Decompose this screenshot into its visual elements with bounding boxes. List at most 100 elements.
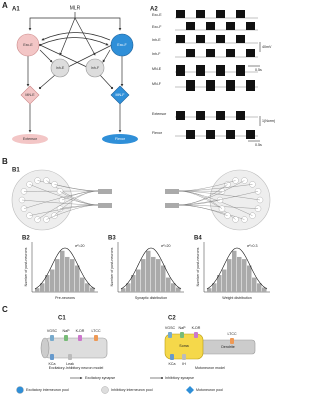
- scale-label: 0.5s: [255, 68, 262, 72]
- trace-label: Inh-E: [152, 38, 161, 42]
- channel: [182, 354, 186, 360]
- panel-label: B1: [12, 168, 20, 174]
- burst: [176, 35, 185, 43]
- burst: [246, 22, 255, 30]
- legend-label: Excitatory synapse: [85, 376, 115, 380]
- burst: [236, 10, 245, 18]
- channel: [50, 335, 54, 341]
- hist-bar: [257, 283, 262, 292]
- burst: [236, 65, 245, 76]
- channel-label: LTCC: [227, 332, 237, 336]
- scale-label: 0.5s: [255, 143, 262, 147]
- hist-bar: [247, 266, 252, 292]
- pool-icon: [17, 387, 24, 394]
- node-label: Exc-F: [117, 43, 127, 47]
- hist-bar: [156, 259, 161, 292]
- trace-label: Flexor: [152, 131, 163, 135]
- hist-bar: [60, 251, 65, 292]
- channel-label: K-DR: [76, 329, 85, 333]
- channel: [50, 354, 54, 360]
- channel: [78, 335, 82, 341]
- x-axis-label: Pre-neurons: [55, 296, 75, 300]
- trace-label: MN-F: [152, 82, 162, 86]
- soma-label: Soma: [179, 344, 188, 348]
- page: {"panel_labels": {"a": "A", "a1": "A1", …: [0, 0, 281, 400]
- hist-bar: [80, 278, 85, 292]
- burst: [216, 35, 225, 43]
- channel: [64, 335, 68, 341]
- panel-label: C: [2, 305, 8, 314]
- burst: [236, 35, 245, 43]
- channel-label: K-DR: [192, 326, 201, 330]
- channel: [180, 332, 184, 338]
- node-label: Inh-F: [91, 66, 100, 70]
- channel-label: KCa: [169, 362, 176, 366]
- c1-caption: Excitatory-Inhibitory neuron model: [49, 366, 104, 370]
- burst: [216, 10, 225, 18]
- hist-bar: [237, 257, 242, 292]
- panel-label: B2: [22, 236, 30, 242]
- hist-bar: [75, 266, 80, 292]
- trace-label: Extensor: [152, 112, 167, 116]
- node-label: Inh-E: [56, 66, 65, 70]
- channel-label: NaP: [63, 329, 71, 333]
- channel-label: VGSC: [165, 326, 176, 330]
- hist-bar: [50, 270, 55, 292]
- c2-caption: Motoneuron model: [195, 366, 225, 370]
- legend-label: Inhibitory interneuron pool: [111, 388, 153, 392]
- hist-bar: [151, 257, 156, 292]
- burst: [206, 80, 215, 91]
- hist-bar: [171, 283, 176, 292]
- pool-icon: [186, 386, 194, 394]
- y-axis-label: Number of post-neurons: [24, 247, 28, 286]
- channel-label: Leak: [66, 362, 74, 366]
- burst: [216, 65, 225, 76]
- burst: [176, 10, 185, 18]
- burst: [186, 130, 195, 139]
- burst: [226, 22, 235, 30]
- burst: [196, 35, 205, 43]
- pool-icon: [102, 387, 109, 394]
- panel-label: A2: [150, 7, 158, 13]
- mlr-label: MLR: [70, 5, 81, 11]
- burst: [186, 80, 195, 91]
- hist-bar: [85, 283, 90, 292]
- burst: [196, 111, 205, 120]
- burst: [226, 49, 235, 57]
- burst: [246, 80, 255, 91]
- panel-label: A: [2, 1, 8, 10]
- panel-label: A1: [12, 7, 20, 13]
- channel-label: IH: [182, 362, 186, 366]
- muscle-label: Extensor: [23, 137, 38, 141]
- burst: [216, 111, 225, 120]
- burst: [236, 111, 245, 120]
- hist-bar: [161, 266, 166, 292]
- burst: [206, 130, 215, 139]
- burst: [226, 80, 235, 91]
- burst: [206, 49, 215, 57]
- hist-bar: [232, 251, 237, 292]
- channel-label: VGSC: [47, 329, 58, 333]
- burst: [246, 49, 255, 57]
- channel-label: KCa: [49, 362, 56, 366]
- trace-label: Inh-F: [152, 52, 161, 56]
- channel: [168, 332, 172, 338]
- legend-label: Motoneuron pool: [196, 388, 223, 392]
- y-axis-label: Number of post-neurons: [196, 247, 200, 286]
- hist-bar: [55, 259, 60, 292]
- variance-label: σ²=0.3: [247, 244, 258, 248]
- hist-bar: [252, 278, 257, 292]
- channel: [94, 335, 98, 341]
- hist-bar: [227, 259, 232, 292]
- hist-bar: [166, 278, 171, 292]
- trace-label: MN-E: [152, 67, 162, 71]
- scale-label: 40mV: [262, 45, 272, 49]
- channel-label: NaP: [179, 326, 187, 330]
- hist-bar: [136, 270, 141, 292]
- x-axis-label: Synaptic distribution: [135, 296, 167, 300]
- trace-label: Exc-E: [152, 13, 162, 17]
- variance-label: σ²=20: [161, 244, 171, 248]
- panel-label: C1: [58, 316, 66, 322]
- panel-label: B: [2, 157, 8, 166]
